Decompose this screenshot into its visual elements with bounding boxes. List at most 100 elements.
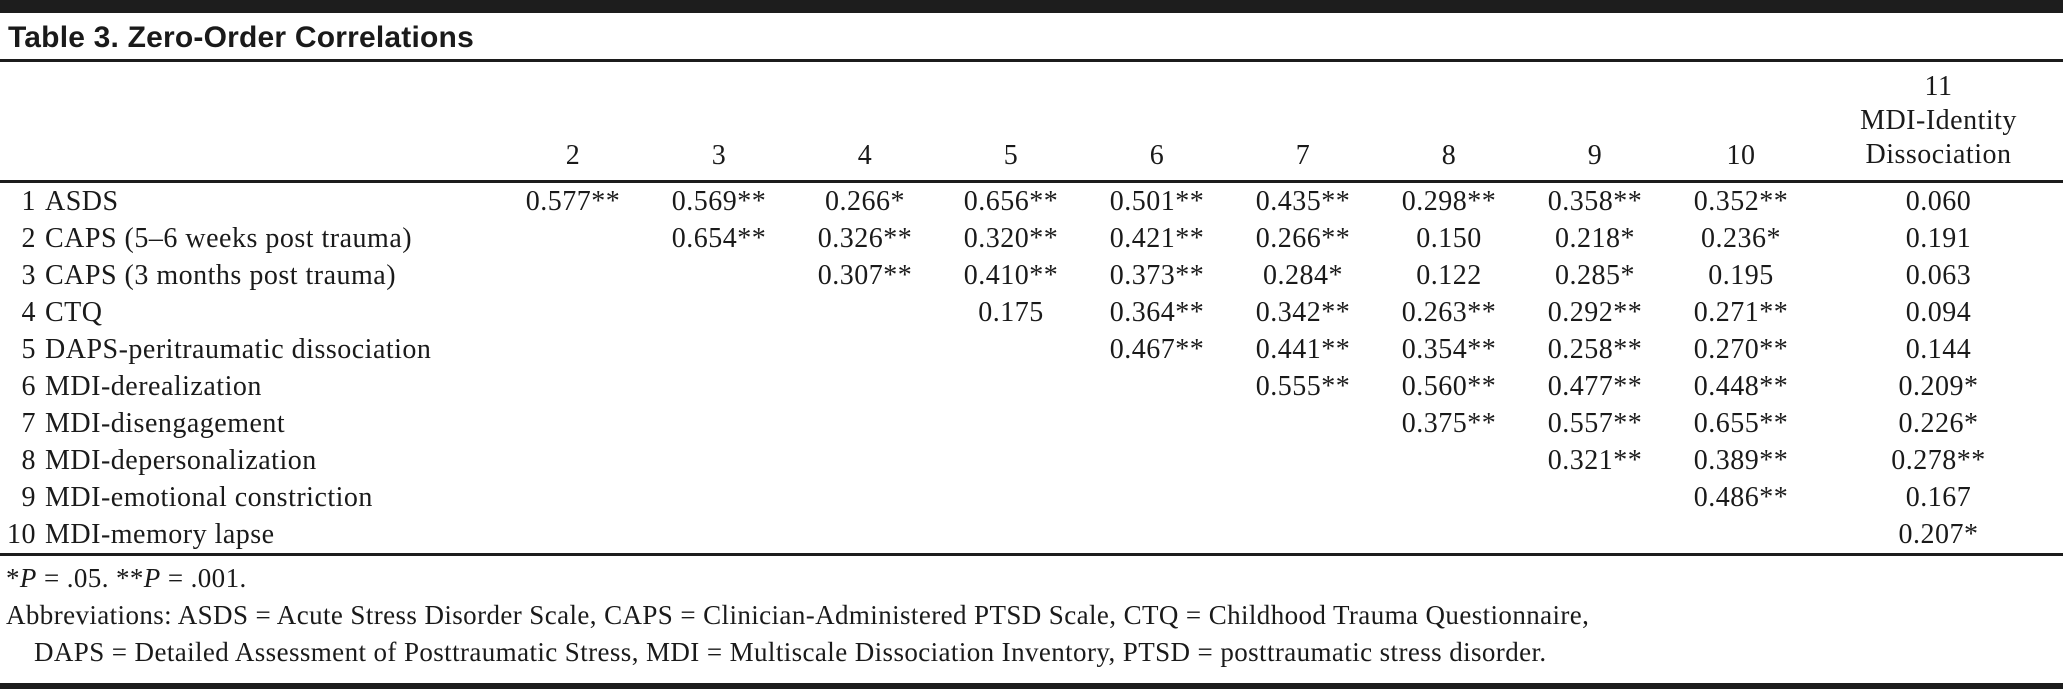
correlation-value: 0.266** [1255, 222, 1351, 254]
row-label: 6 MDI-derealization [0, 368, 500, 405]
correlation-value: 0.501** [1109, 185, 1205, 217]
table-row: 9 MDI-emotional constriction 0.486** 0.167 [0, 479, 2063, 516]
empty-cell [646, 368, 792, 405]
row-number: 5 [21, 333, 36, 365]
correlation-value: 0.321** [1547, 444, 1643, 476]
column-header-8: 8 [1441, 139, 1457, 171]
table-row: 7 MDI-disengagement 0.375** 0.557** 0.655** 0… [0, 405, 2063, 442]
empty-cell [1668, 516, 1814, 555]
empty-cell [646, 405, 792, 442]
p-symbol: P [19, 562, 37, 593]
correlation-value: 0.122 [1416, 259, 1482, 291]
empty-cell [938, 442, 1084, 479]
column-header-6: 6 [1149, 139, 1165, 171]
correlation-value: 0.555** [1255, 370, 1351, 402]
correlation-value: 0.342** [1255, 296, 1351, 328]
empty-cell [1230, 479, 1376, 516]
empty-cell [646, 479, 792, 516]
correlation-value: 0.284* [1263, 259, 1343, 291]
column-header-4: 4 [857, 139, 873, 171]
correlation-value: 0.448** [1693, 370, 1789, 402]
correlation-value: 0.144 [1905, 333, 1972, 365]
correlation-value: 0.191 [1905, 222, 1972, 254]
row-number: 8 [21, 444, 36, 476]
correlation-value: 0.270** [1693, 333, 1789, 365]
row-label: 1 ASDS [0, 181, 500, 220]
significance-note-part: * [6, 562, 20, 593]
empty-cell [938, 405, 1084, 442]
row-name: MDI-derealization [45, 370, 262, 402]
significance-note: *P = .05. **P = .001. [6, 560, 2063, 597]
empty-cell [1084, 479, 1230, 516]
correlation-value: 0.226* [1898, 407, 1979, 439]
correlation-value: 0.063 [1905, 259, 1972, 291]
table-row: 2 CAPS (5–6 weeks post trauma) 0.654** 0.32… [0, 220, 2063, 257]
correlation-value: 0.352** [1693, 185, 1789, 217]
column-header-10: 10 [1726, 139, 1756, 171]
empty-cell [1230, 516, 1376, 555]
empty-cell [500, 294, 646, 331]
correlation-value: 0.421** [1109, 222, 1205, 254]
table-body: 1 ASDS 0.577** 0.569** 0.266* 0.656** 0.501** 0… [0, 181, 2063, 554]
correlation-value: 0.569** [671, 185, 767, 217]
table-row: 5 DAPS-peritraumatic dissociation 0.467** 0… [0, 331, 2063, 368]
row-label: 4 CTQ [0, 294, 500, 331]
row-name: MDI-disengagement [45, 407, 286, 439]
empty-cell [500, 479, 646, 516]
empty-cell [1522, 516, 1668, 555]
row-number: 3 [21, 259, 36, 291]
empty-cell [500, 516, 646, 555]
correlation-value: 0.218* [1555, 222, 1635, 254]
table-row: 8 MDI-depersonalization 0.321** 0.389** 0.27… [0, 442, 2063, 479]
empty-cell [792, 479, 938, 516]
empty-cell [1376, 442, 1522, 479]
row-name: ASDS [45, 185, 119, 217]
significance-note-part: = .001. [160, 562, 247, 593]
abbreviations-line-2: DAPS = Detailed Assessment of Posttrauma… [34, 636, 1547, 667]
row-label: 2 CAPS (5–6 weeks post trauma) [0, 220, 500, 257]
empty-cell [792, 294, 938, 331]
empty-cell [792, 442, 938, 479]
empty-cell [1084, 405, 1230, 442]
table-row: 6 MDI-derealization 0.555** 0.560** 0.477** 0… [0, 368, 2063, 405]
empty-cell [1522, 479, 1668, 516]
empty-cell [1084, 516, 1230, 555]
correlation-value: 0.560** [1401, 370, 1497, 402]
empty-cell [792, 516, 938, 555]
correlation-value: 0.150 [1416, 222, 1482, 254]
column-header-9: 9 [1587, 139, 1603, 171]
column-header-2: 2 [565, 139, 581, 171]
column-header-5: 5 [1003, 139, 1019, 171]
correlation-value: 0.656** [963, 185, 1059, 217]
empty-cell [1084, 442, 1230, 479]
row-label: 8 MDI-depersonalization [0, 442, 500, 479]
correlation-value: 0.195 [1708, 259, 1774, 291]
empty-cell [500, 368, 646, 405]
correlation-value: 0.389** [1693, 444, 1789, 476]
correlation-value: 0.292** [1547, 296, 1643, 328]
correlation-value: 0.467** [1109, 333, 1205, 365]
empty-cell [1084, 368, 1230, 405]
correlation-value: 0.410** [963, 259, 1059, 291]
correlation-value: 0.364** [1109, 296, 1205, 328]
correlation-value: 0.209* [1898, 370, 1979, 402]
footnotes: *P = .05. **P = .001. Abbreviations: ASD… [0, 556, 2063, 671]
correlation-value: 0.236* [1701, 222, 1781, 254]
correlation-value: 0.441** [1255, 333, 1351, 365]
header-empty-cell [0, 62, 500, 181]
correlation-value: 0.358** [1547, 185, 1643, 217]
correlation-value: 0.354** [1401, 333, 1497, 365]
correlation-value: 0.320** [963, 222, 1059, 254]
row-number: 6 [21, 370, 36, 402]
empty-cell [938, 479, 1084, 516]
correlation-value: 0.435** [1255, 185, 1351, 217]
empty-cell [1376, 479, 1522, 516]
row-label: 3 CAPS (3 months post trauma) [0, 257, 500, 294]
empty-cell [500, 257, 646, 294]
correlation-value: 0.094 [1905, 296, 1972, 328]
row-name: MDI-memory lapse [45, 518, 275, 550]
row-label: 7 MDI-disengagement [0, 405, 500, 442]
correlation-value: 0.326** [817, 222, 913, 254]
row-label: 9 MDI-emotional constriction [0, 479, 500, 516]
empty-cell [938, 368, 1084, 405]
